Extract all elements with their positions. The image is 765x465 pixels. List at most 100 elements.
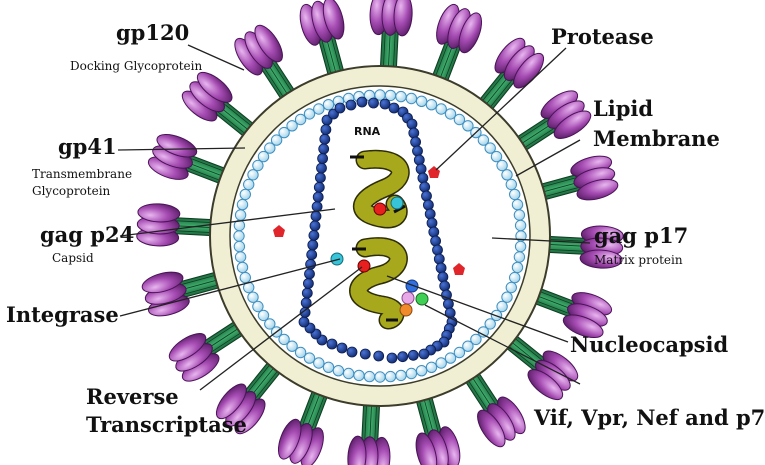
capsid-bead [421, 190, 432, 202]
matrix-bead [270, 134, 283, 146]
matrix-bead [264, 142, 276, 154]
matrix-bead [247, 291, 259, 303]
integrase-molecule [390, 196, 404, 210]
matrix-bead [286, 340, 298, 352]
capsid-bead [356, 96, 368, 108]
matrix-bead [313, 357, 325, 369]
matrix-bead [435, 103, 447, 115]
matrix-bead [501, 291, 513, 303]
capsid-bead [422, 199, 434, 211]
matrix-bead [514, 240, 527, 253]
gp120-title: gp120 [116, 20, 189, 45]
matrix-bead [247, 169, 259, 181]
matrix-bead [234, 251, 247, 263]
capsid-bead [386, 352, 398, 364]
capsid-bead [439, 280, 451, 292]
capsid-bead [346, 346, 358, 358]
capsid-bead [302, 278, 314, 289]
matrix-bead [484, 142, 496, 154]
integrase-molecule [330, 252, 344, 266]
matrix-bead [477, 134, 490, 146]
matrix-bead [511, 198, 524, 211]
gag-p17-title: gag p17 [594, 223, 688, 248]
matrix-bead [505, 281, 517, 294]
capsid-bead [308, 229, 320, 241]
matrix-bead [342, 367, 355, 380]
capsid-bead [306, 249, 318, 261]
matrix-bead [415, 365, 428, 377]
matrix-bead [470, 333, 482, 346]
reverse-transcriptase-line2: Transcriptase [86, 412, 247, 437]
capsid-bead [397, 351, 409, 363]
matrix-bead [509, 188, 521, 201]
label-integrase: Integrase [6, 302, 119, 327]
capsid-bead [301, 287, 313, 299]
matrix-bead [496, 300, 508, 313]
capsid-bead [424, 208, 436, 220]
capsid-bead [437, 271, 449, 283]
gp120-subtitle: Docking Glycoprotein [70, 59, 202, 73]
envelope-spike [463, 368, 526, 448]
capsid-bead [413, 154, 425, 166]
envelope-spike [168, 319, 248, 382]
envelope-spikes [136, 0, 624, 465]
capsid-bead [311, 201, 323, 213]
matrix-bead [252, 300, 264, 313]
capsid-bead [359, 348, 371, 360]
envelope-spike [347, 398, 391, 465]
matrix-bead [395, 90, 407, 103]
capsid-bead [312, 191, 324, 203]
capsid-bead [406, 118, 418, 130]
vif-molecule [401, 291, 415, 305]
accessory-proteins-title: Vif, Vpr, Nef and p7 [533, 405, 765, 430]
matrix-bead [278, 126, 290, 139]
matrix-bead [322, 99, 335, 111]
capsid-bead [415, 163, 427, 175]
label-gag-p17: gag p17 Matrix protein [594, 223, 688, 267]
matrix-bead [264, 318, 276, 330]
integrase-title: Integrase [6, 302, 119, 327]
matrix-bead [405, 367, 418, 380]
capsid-bead [318, 143, 330, 155]
label-gp120: gp120 Docking Glycoprotein [70, 20, 202, 73]
capsid-bead [334, 102, 346, 114]
matrix-bead [313, 103, 325, 115]
protease-pentagon [273, 225, 285, 237]
gp41-title: gp41 [58, 134, 117, 159]
gp41-subtitle-line2: Glycoprotein [32, 184, 111, 198]
matrix-bead [513, 251, 526, 263]
capsid-bead [442, 298, 454, 310]
capsid-bead [379, 98, 391, 110]
gag-p17-subtitle: Matrix protein [594, 253, 683, 267]
envelope-spike [430, 3, 483, 87]
matrix-bead [425, 361, 438, 373]
label-gag-p24: gag p24 Capsid [40, 222, 134, 265]
matrix-bead [462, 120, 474, 132]
matrix-bead [322, 361, 335, 373]
matrix-bead [496, 159, 508, 172]
capsid-bead [317, 153, 329, 164]
matrix-bead [233, 230, 245, 242]
capsid-bead [433, 253, 445, 265]
rna-strands [349, 149, 410, 330]
capsid-bead [426, 217, 438, 229]
matrix-bead [252, 159, 264, 172]
capsid-bead [298, 316, 310, 328]
nef-molecule [415, 292, 429, 306]
matrix-bead [453, 113, 466, 126]
vpr-molecule [405, 279, 419, 293]
gag-p24-subtitle: Capsid [52, 251, 94, 265]
rna-label: RNA [354, 125, 381, 138]
p7-molecule [399, 303, 413, 317]
capsid-bead [430, 235, 442, 247]
capsid-bead [336, 342, 348, 354]
protease-pentagon [453, 263, 465, 275]
capsid-bead [432, 244, 443, 256]
protease-title: Protease [551, 24, 654, 49]
matrix-bead [303, 108, 316, 120]
matrix-bead [405, 92, 418, 105]
capsid-bead [410, 136, 422, 148]
matrix-bead [353, 369, 365, 382]
matrix-bead [513, 209, 526, 221]
